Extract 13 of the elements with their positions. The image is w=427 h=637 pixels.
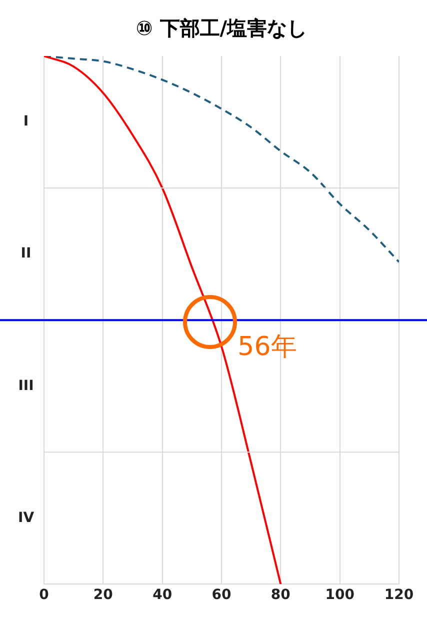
x-tick-label: 120: [384, 587, 414, 604]
x-tick-label: 0: [39, 587, 50, 604]
x-tick-label: 100: [325, 587, 355, 604]
x-tick-label: 40: [152, 587, 172, 604]
x-tick-label: 60: [212, 587, 232, 604]
annotation: 56年: [238, 332, 297, 362]
text: III: [18, 378, 34, 394]
text: I: [23, 114, 29, 130]
text: IV: [18, 510, 34, 526]
chart-title: ⑩ 下部工/塩害なし: [136, 16, 308, 40]
x-tick-label: 20: [93, 587, 114, 604]
text: II: [20, 246, 32, 262]
x-tick-label: 80: [270, 587, 291, 604]
